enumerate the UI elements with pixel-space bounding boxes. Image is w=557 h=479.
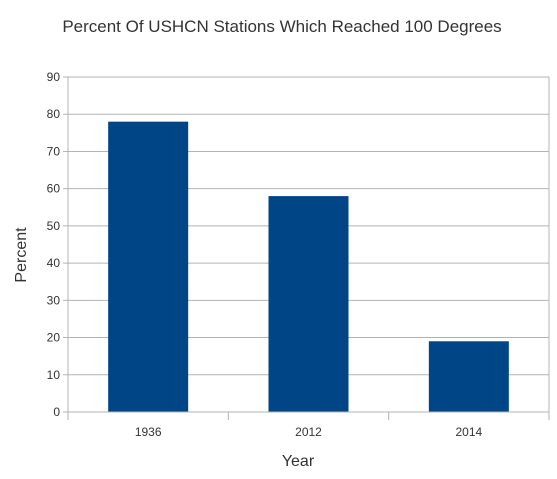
y-tick-label-20: 20 [47, 331, 61, 345]
bar-2014 [428, 341, 509, 412]
bar-1936 [108, 121, 189, 413]
y-tick-label-40: 40 [47, 256, 61, 270]
y-tick-label-90: 90 [47, 70, 61, 84]
y-tick-label-60: 60 [47, 182, 61, 196]
x-tick-label-2014: 2014 [455, 425, 482, 439]
bar-2012 [268, 196, 349, 412]
axes [63, 76, 550, 420]
y-tick-label-30: 30 [47, 293, 61, 307]
x-tick-labels: 1936 2012 2014 [135, 425, 483, 439]
chart-title: Percent Of USHCN Stations Which Reached … [62, 17, 501, 36]
y-tick-label-70: 70 [47, 144, 61, 158]
y-tick-label-80: 80 [47, 107, 61, 121]
y-tick-label-0: 0 [53, 405, 60, 419]
bars [108, 121, 509, 413]
y-axis-label: Percent [13, 227, 30, 283]
x-tick-label-2012: 2012 [295, 425, 322, 439]
y-tick-label-50: 50 [47, 219, 61, 233]
y-tick-label-10: 10 [47, 368, 61, 382]
x-tick-label-1936: 1936 [135, 425, 162, 439]
x-axis-label: Year [282, 453, 315, 470]
y-tick-labels: 0 10 20 30 40 50 60 70 80 90 [47, 70, 61, 419]
